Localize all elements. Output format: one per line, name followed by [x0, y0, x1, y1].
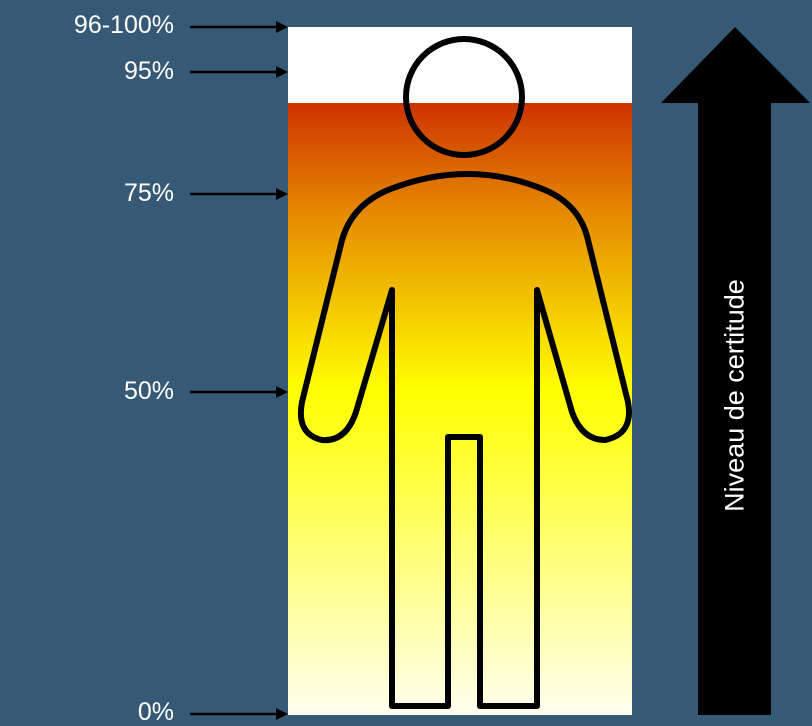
arrow-50	[190, 386, 288, 398]
arrow-96-100	[190, 21, 288, 33]
scale-arrows	[190, 21, 288, 720]
label-96-100: 96-100%	[73, 11, 174, 39]
person-head	[403, 36, 525, 158]
label-95: 95%	[123, 57, 174, 85]
certainty-level-label: Niveau de certitude	[719, 279, 750, 512]
up-arrow-icon	[661, 27, 810, 715]
arrow-95	[190, 66, 288, 78]
label-75: 75%	[123, 179, 174, 207]
certainty-gradient-bar	[288, 103, 632, 715]
arrow-0	[190, 708, 288, 720]
arrow-75	[190, 188, 288, 200]
person-body	[298, 171, 632, 709]
person-outline-icon	[298, 36, 632, 709]
label-50: 50%	[123, 377, 174, 405]
label-0: 0%	[137, 698, 174, 726]
